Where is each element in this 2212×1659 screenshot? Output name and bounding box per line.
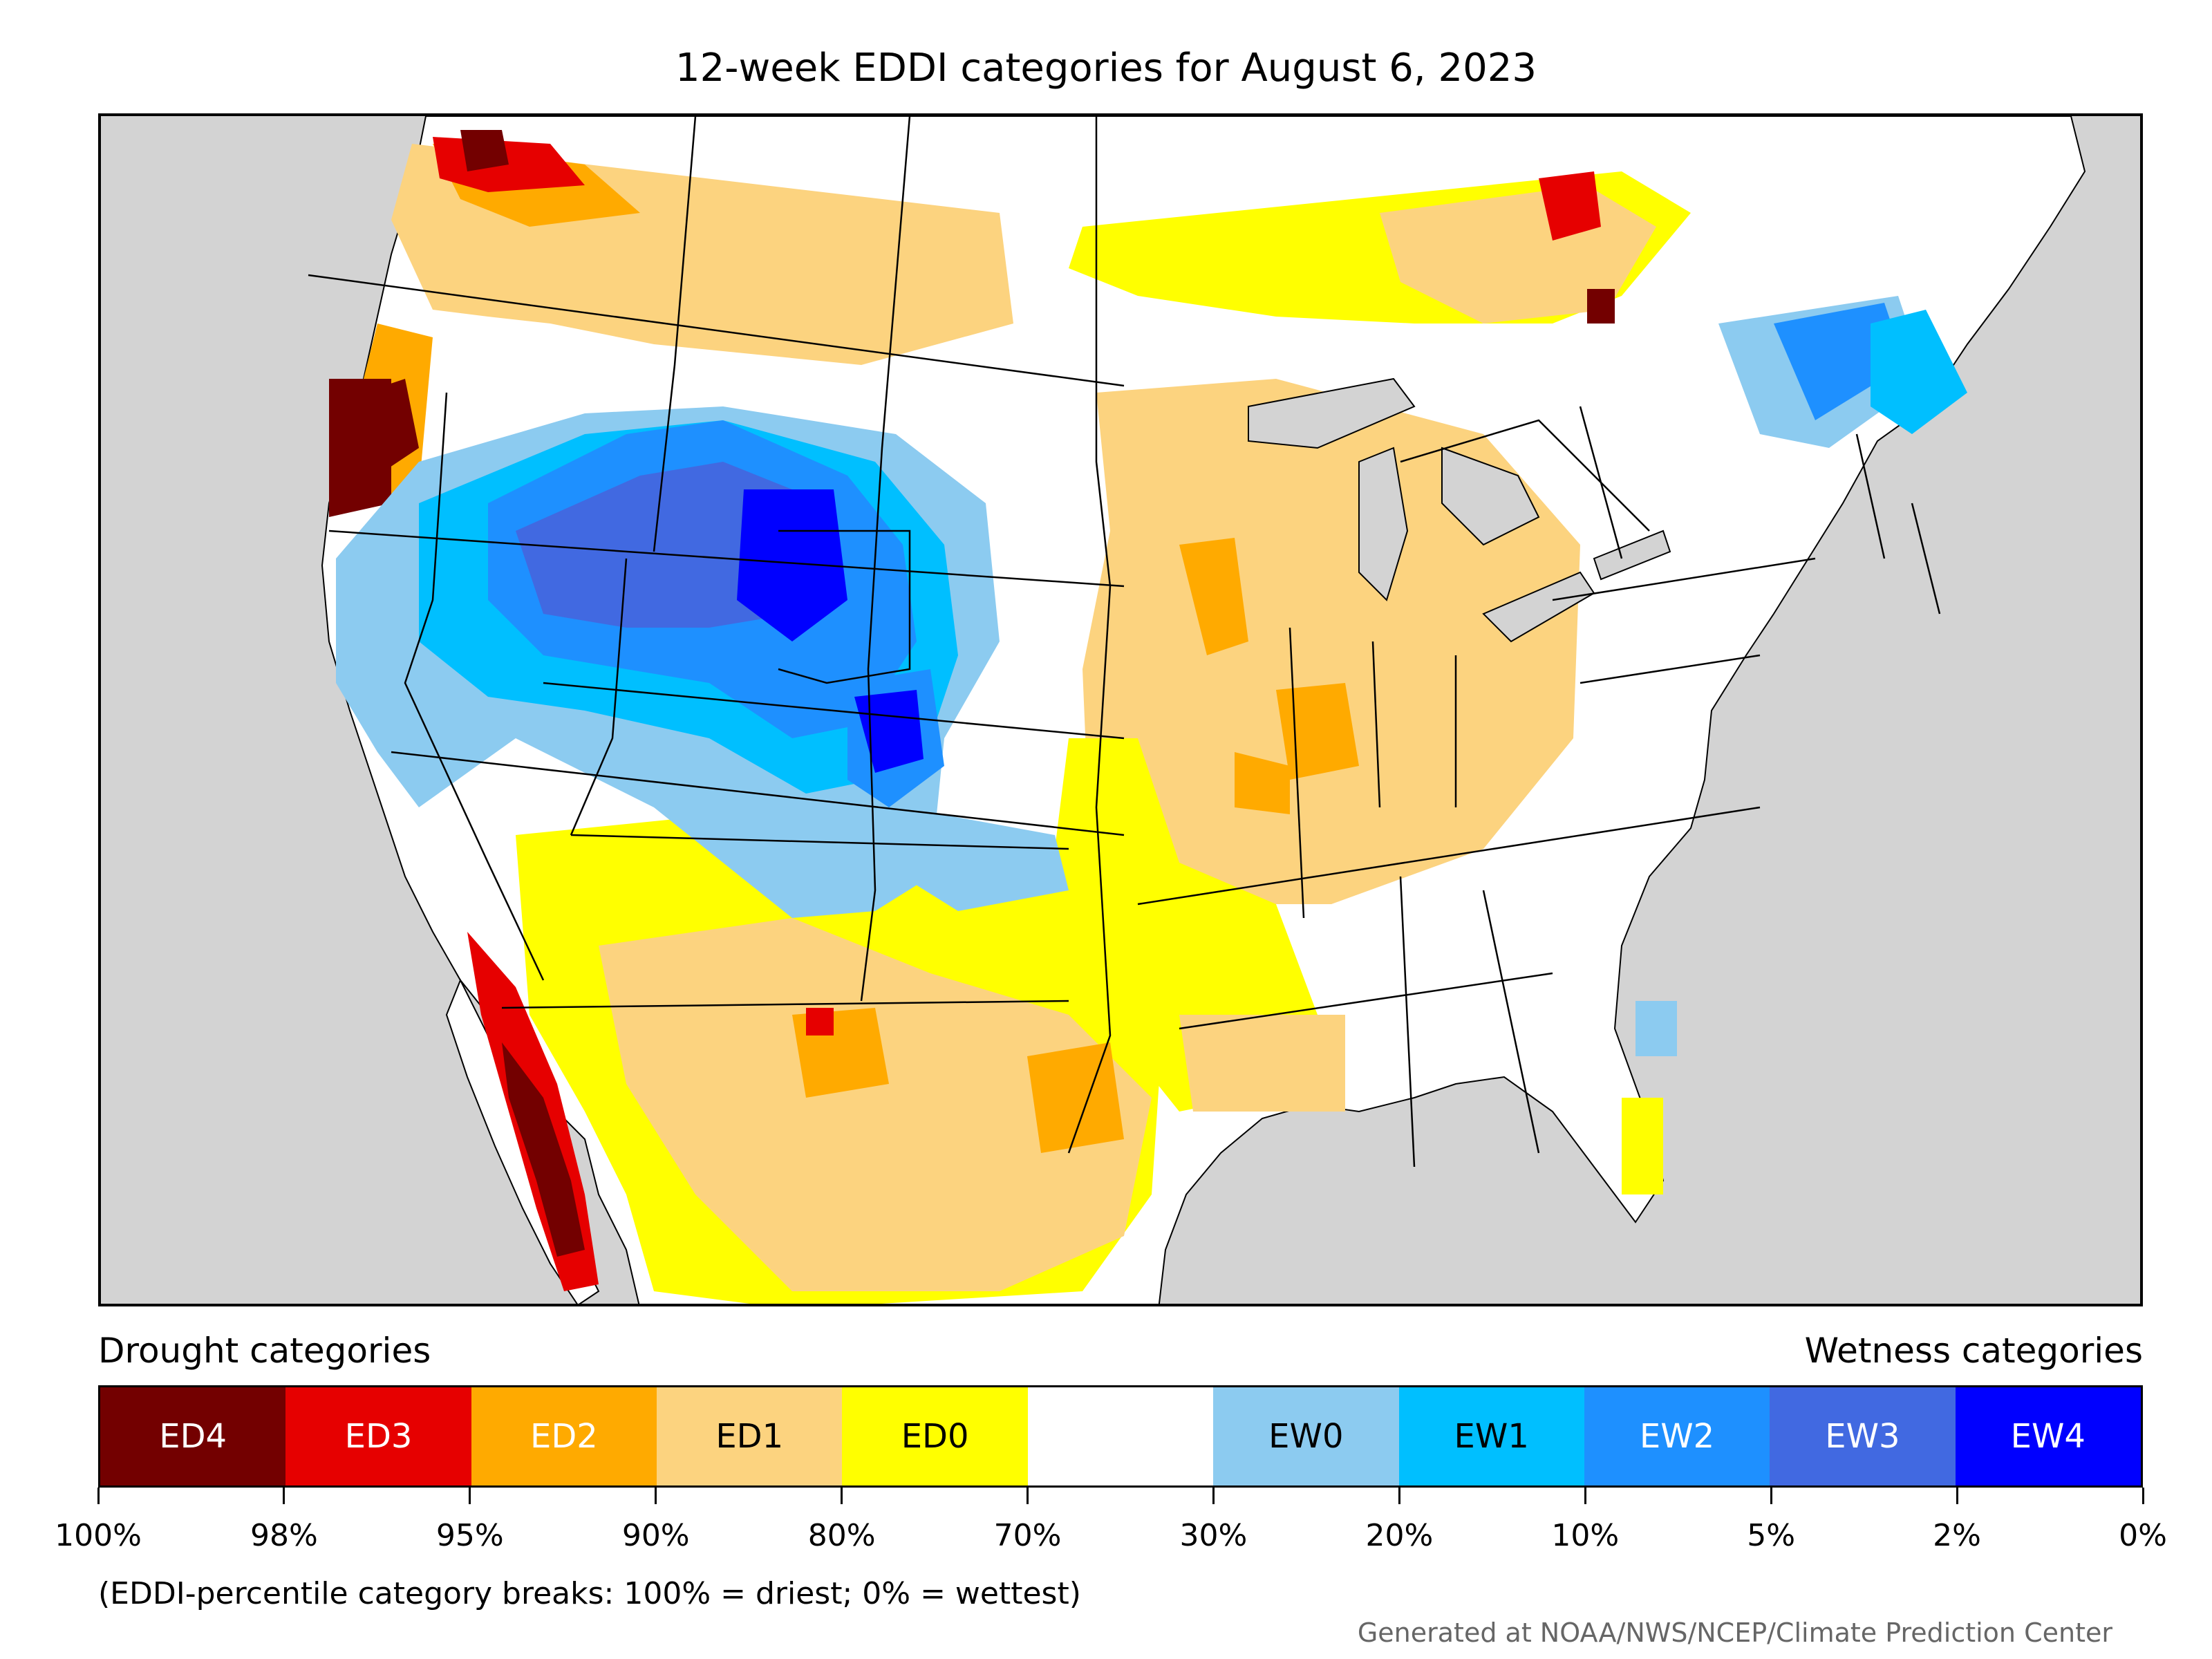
tick-label: 20% <box>1365 1518 1434 1553</box>
colorbar-ticks <box>97 1488 2144 1508</box>
tick-label: 98% <box>250 1518 318 1553</box>
legend-swatch: ED1 <box>657 1387 843 1485</box>
tick-mark <box>2141 1488 2144 1504</box>
legend-swatch: ED4 <box>100 1387 286 1485</box>
tick-mark <box>655 1488 657 1504</box>
tick-mark <box>1398 1488 1400 1504</box>
legend-swatch: ED2 <box>471 1387 657 1485</box>
tick-mark <box>841 1488 843 1504</box>
tick-label: 0% <box>2119 1518 2167 1553</box>
eddi-map <box>98 113 2143 1306</box>
legend-swatch: EW4 <box>1955 1387 2141 1485</box>
tick-label: 70% <box>993 1518 1062 1553</box>
great-lakes <box>1248 377 1671 643</box>
tick-mark <box>1956 1488 1958 1504</box>
tick-mark <box>1212 1488 1215 1504</box>
legend-swatch: ED3 <box>285 1387 471 1485</box>
category-colorbar: ED4 ED3 ED2 ED1 ED0 EW0 EW1 EW2 EW3 EW4 <box>98 1385 2143 1488</box>
tick-mark <box>1770 1488 1772 1504</box>
tick-label: 95% <box>435 1518 504 1553</box>
legend-swatch: EW2 <box>1584 1387 1770 1485</box>
state-boundaries <box>308 116 1941 1168</box>
tick-label: 2% <box>1933 1518 1981 1553</box>
tick-label: 90% <box>621 1518 690 1553</box>
legend-swatch <box>1027 1387 1214 1485</box>
tick-label: 100% <box>55 1518 142 1553</box>
wetness-categories-heading: Wetness categories <box>1804 1331 2143 1371</box>
tick-label: 80% <box>807 1518 876 1553</box>
tick-mark <box>283 1488 285 1504</box>
map-title: 12-week EDDI categories for August 6, 20… <box>675 46 1537 91</box>
tick-mark <box>1584 1488 1586 1504</box>
category-breaks-note: (EDDI-percentile category breaks: 100% =… <box>98 1576 1081 1611</box>
legend-swatch: EW0 <box>1213 1387 1399 1485</box>
wetness-areas <box>336 296 1967 1056</box>
legend-swatch: ED0 <box>842 1387 1028 1485</box>
tick-mark <box>469 1488 471 1504</box>
credit-text: Generated at NOAA/NWS/NCEP/Climate Predi… <box>1357 1618 2112 1648</box>
tick-label: 5% <box>1747 1518 1796 1553</box>
map-canvas <box>308 116 2086 1304</box>
drought-categories-heading: Drought categories <box>98 1331 431 1371</box>
tick-mark <box>97 1488 100 1504</box>
tick-label: 10% <box>1551 1518 1620 1553</box>
legend-swatch: EW3 <box>1770 1387 1956 1485</box>
tick-mark <box>1027 1488 1029 1504</box>
tick-label: 30% <box>1179 1518 1248 1553</box>
legend-swatch: EW1 <box>1398 1387 1584 1485</box>
